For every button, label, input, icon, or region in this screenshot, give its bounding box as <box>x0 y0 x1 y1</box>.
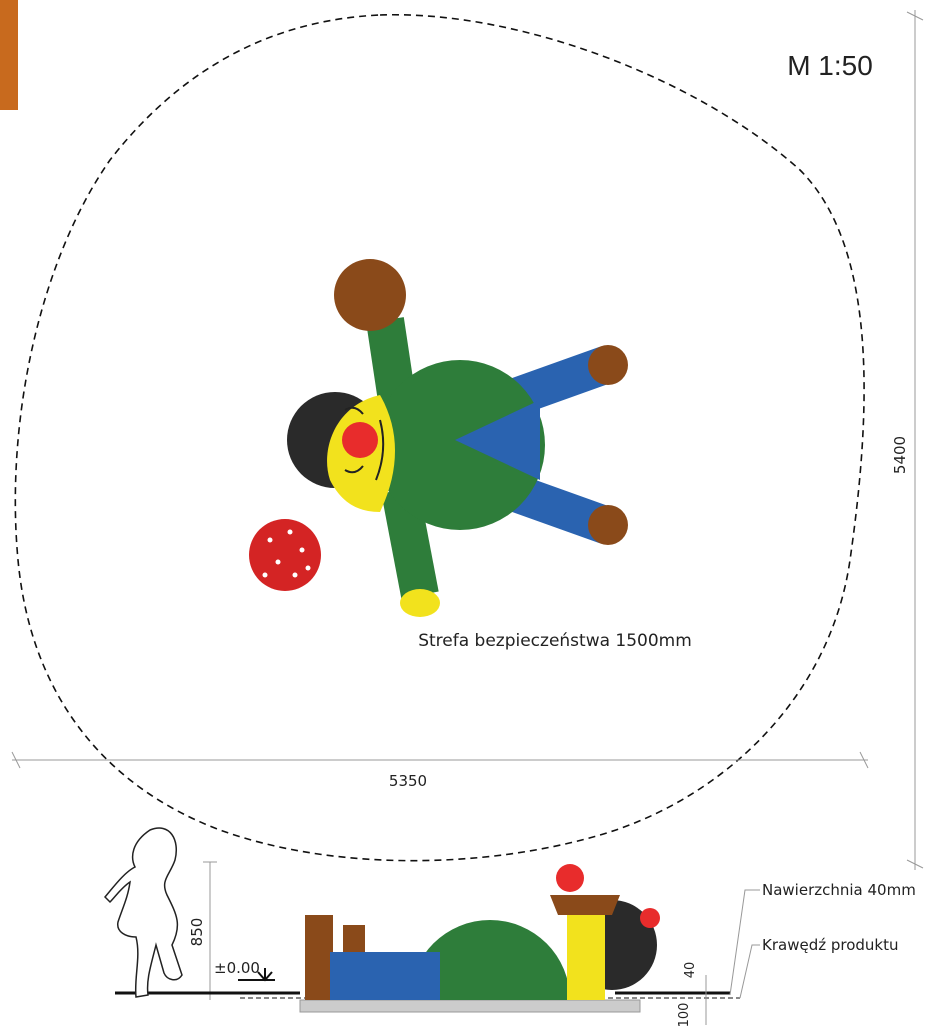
depth-dim: 5400 <box>891 436 909 474</box>
edge-label: Krawędź produktu <box>762 936 899 954</box>
level-label: ±0.00 <box>214 959 260 977</box>
surface-dim: 40 <box>683 962 698 979</box>
top-view <box>249 259 628 617</box>
side-view <box>103 827 760 1025</box>
safety-zone-label: Strefa bezpieczeństwa 1500mm <box>418 631 692 651</box>
scale: M 1:50 <box>787 50 873 81</box>
surface-label: Nawierzchnia 40mm <box>762 881 916 899</box>
height-dim: 850 <box>188 918 206 947</box>
dimension-lines <box>11 10 924 1000</box>
cropped-element <box>0 0 18 110</box>
foundation-dim: 100 <box>677 1003 692 1028</box>
width-dim: 5350 <box>389 772 427 790</box>
